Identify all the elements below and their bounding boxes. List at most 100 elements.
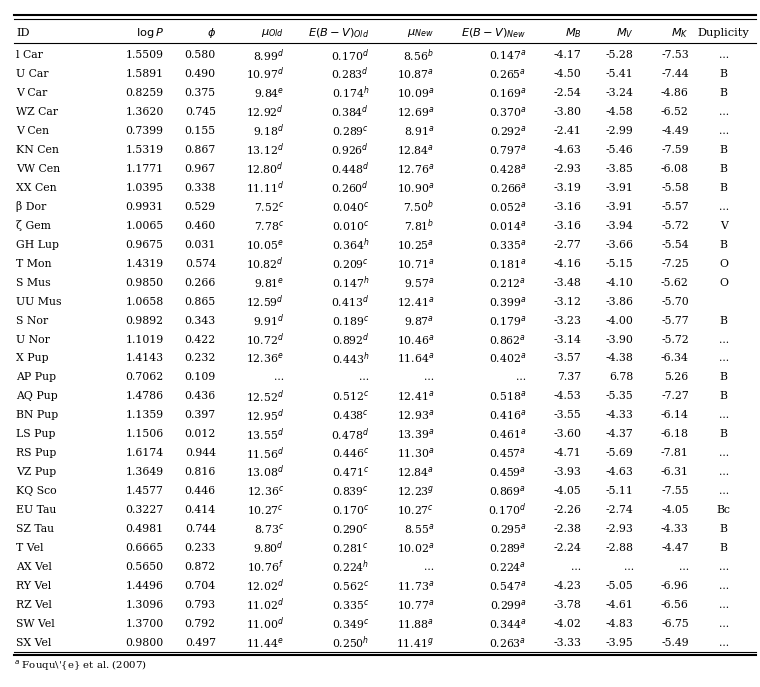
Text: -4.50: -4.50 <box>554 69 581 79</box>
Text: 0.170$^{\mathit{d}}$: 0.170$^{\mathit{d}}$ <box>489 502 527 519</box>
Text: -2.93: -2.93 <box>554 164 581 174</box>
Text: ...: ... <box>623 562 634 572</box>
Text: 11.73$^{\mathit{a}}$: 11.73$^{\mathit{a}}$ <box>397 579 434 593</box>
Text: -5.57: -5.57 <box>661 202 689 212</box>
Text: 1.4786: 1.4786 <box>125 392 163 401</box>
Text: 0.436: 0.436 <box>185 392 216 401</box>
Text: 0.3227: 0.3227 <box>125 505 163 515</box>
Text: ...: ... <box>718 410 729 420</box>
Text: 0.224$^{\mathit{a}}$: 0.224$^{\mathit{a}}$ <box>489 560 527 574</box>
Text: ...: ... <box>718 600 729 610</box>
Text: 0.745: 0.745 <box>185 107 216 117</box>
Text: ...: ... <box>718 562 729 572</box>
Text: -7.27: -7.27 <box>661 392 689 401</box>
Text: 1.4496: 1.4496 <box>125 581 163 591</box>
Text: 8.55$^{\mathit{a}}$: 8.55$^{\mathit{a}}$ <box>404 522 434 536</box>
Text: B: B <box>720 240 727 250</box>
Text: 11.41$^{\mathit{g}}$: 11.41$^{\mathit{g}}$ <box>397 635 434 650</box>
Text: ...: ... <box>359 372 369 383</box>
Text: O: O <box>719 278 728 288</box>
Text: 0.147$^{\mathit{a}}$: 0.147$^{\mathit{a}}$ <box>489 48 527 63</box>
Text: 8.91$^{\mathit{a}}$: 8.91$^{\mathit{a}}$ <box>404 124 434 138</box>
Text: 10.76$^{\mathit{f}}$: 10.76$^{\mathit{f}}$ <box>247 559 284 575</box>
Text: AP Pup: AP Pup <box>16 372 56 383</box>
Text: 0.265$^{\mathit{a}}$: 0.265$^{\mathit{a}}$ <box>489 67 527 81</box>
Text: 0.031: 0.031 <box>185 240 216 250</box>
Text: 11.30$^{\mathit{a}}$: 11.30$^{\mathit{a}}$ <box>397 447 434 460</box>
Text: ...: ... <box>572 562 581 572</box>
Text: 0.446: 0.446 <box>185 486 216 496</box>
Text: 10.05$^{\mathit{e}}$: 10.05$^{\mathit{e}}$ <box>246 238 284 251</box>
Text: 0.289$^{\mathit{c}}$: 0.289$^{\mathit{c}}$ <box>332 124 369 138</box>
Text: -4.05: -4.05 <box>554 486 581 496</box>
Text: WZ Car: WZ Car <box>16 107 58 117</box>
Text: 1.1506: 1.1506 <box>125 429 163 439</box>
Text: Duplicity: Duplicity <box>698 28 749 38</box>
Text: 0.422: 0.422 <box>185 335 216 344</box>
Text: -4.16: -4.16 <box>554 259 581 269</box>
Text: 0.414: 0.414 <box>185 505 216 515</box>
Text: -3.91: -3.91 <box>606 202 634 212</box>
Text: SW Vel: SW Vel <box>16 619 55 629</box>
Text: -6.56: -6.56 <box>661 600 689 610</box>
Text: SZ Tau: SZ Tau <box>16 524 54 534</box>
Text: 1.4319: 1.4319 <box>125 259 163 269</box>
Text: -4.53: -4.53 <box>554 392 581 401</box>
Text: 0.349$^{\mathit{c}}$: 0.349$^{\mathit{c}}$ <box>332 617 369 631</box>
Text: ...: ... <box>718 50 729 60</box>
Text: 12.76$^{\mathit{a}}$: 12.76$^{\mathit{a}}$ <box>397 162 434 176</box>
Text: 0.344$^{\mathit{a}}$: 0.344$^{\mathit{a}}$ <box>489 617 527 631</box>
Text: 1.5319: 1.5319 <box>125 145 163 155</box>
Text: 10.97$^{\mathit{d}}$: 10.97$^{\mathit{d}}$ <box>245 66 284 82</box>
Text: -4.49: -4.49 <box>661 126 689 136</box>
Text: 1.1359: 1.1359 <box>125 410 163 420</box>
Text: 0.402$^{\mathit{a}}$: 0.402$^{\mathit{a}}$ <box>489 352 527 365</box>
Text: ...: ... <box>718 126 729 136</box>
Text: -3.85: -3.85 <box>606 164 634 174</box>
Text: 12.36$^{\mathit{c}}$: 12.36$^{\mathit{c}}$ <box>247 484 284 498</box>
Text: 0.266$^{\mathit{a}}$: 0.266$^{\mathit{a}}$ <box>489 181 527 195</box>
Text: 0.364$^{\mathit{h}}$: 0.364$^{\mathit{h}}$ <box>331 236 369 253</box>
Text: -7.55: -7.55 <box>661 486 689 496</box>
Text: B: B <box>720 392 727 401</box>
Text: 0.295$^{\mathit{a}}$: 0.295$^{\mathit{a}}$ <box>489 522 527 536</box>
Text: B: B <box>720 145 727 155</box>
Text: 0.471$^{\mathit{c}}$: 0.471$^{\mathit{c}}$ <box>332 465 369 479</box>
Text: 10.72$^{\mathit{d}}$: 10.72$^{\mathit{d}}$ <box>245 331 284 348</box>
Text: 0.704: 0.704 <box>185 581 216 591</box>
Text: -3.94: -3.94 <box>606 221 634 231</box>
Text: 12.02$^{\mathit{d}}$: 12.02$^{\mathit{d}}$ <box>245 578 284 594</box>
Text: 0.580: 0.580 <box>185 50 216 60</box>
Text: 9.80$^{\mathit{d}}$: 9.80$^{\mathit{d}}$ <box>253 540 284 556</box>
Text: ...: ... <box>718 448 729 458</box>
Text: 0.012: 0.012 <box>185 429 216 439</box>
Text: -4.83: -4.83 <box>606 619 634 629</box>
Text: 11.88$^{\mathit{a}}$: 11.88$^{\mathit{a}}$ <box>397 617 434 631</box>
Text: 0.547$^{\mathit{a}}$: 0.547$^{\mathit{a}}$ <box>489 579 527 593</box>
Text: 12.52$^{\mathit{d}}$: 12.52$^{\mathit{d}}$ <box>245 388 284 405</box>
Text: -6.08: -6.08 <box>660 164 689 174</box>
Text: 1.6174: 1.6174 <box>125 448 163 458</box>
Text: -4.38: -4.38 <box>606 354 634 363</box>
Text: $E(B-V)_{New}$: $E(B-V)_{New}$ <box>461 27 527 41</box>
Text: 0.170$^{\mathit{d}}$: 0.170$^{\mathit{d}}$ <box>331 47 369 63</box>
Text: X Pup: X Pup <box>16 354 49 363</box>
Text: ...: ... <box>718 638 729 648</box>
Text: 10.46$^{\mathit{a}}$: 10.46$^{\mathit{a}}$ <box>397 333 434 346</box>
Text: 1.1019: 1.1019 <box>125 335 163 344</box>
Text: 0.7399: 0.7399 <box>125 126 163 136</box>
Text: 12.80$^{\mathit{d}}$: 12.80$^{\mathit{d}}$ <box>246 161 284 177</box>
Text: 0.497: 0.497 <box>185 638 216 648</box>
Text: 11.44$^{\mathit{e}}$: 11.44$^{\mathit{e}}$ <box>246 635 284 650</box>
Text: -5.41: -5.41 <box>606 69 634 79</box>
Text: -3.19: -3.19 <box>554 183 581 193</box>
Text: 0.793: 0.793 <box>185 600 216 610</box>
Text: 13.08$^{\mathit{d}}$: 13.08$^{\mathit{d}}$ <box>245 464 284 480</box>
Text: -4.10: -4.10 <box>606 278 634 288</box>
Text: 10.90$^{\mathit{a}}$: 10.90$^{\mathit{a}}$ <box>397 181 434 195</box>
Text: 10.02$^{\mathit{a}}$: 10.02$^{\mathit{a}}$ <box>397 541 434 555</box>
Text: 0.181$^{\mathit{a}}$: 0.181$^{\mathit{a}}$ <box>489 257 527 271</box>
Text: -4.58: -4.58 <box>606 107 634 117</box>
Text: 0.438$^{\mathit{c}}$: 0.438$^{\mathit{c}}$ <box>332 408 369 423</box>
Text: 11.64$^{\mathit{a}}$: 11.64$^{\mathit{a}}$ <box>397 352 434 365</box>
